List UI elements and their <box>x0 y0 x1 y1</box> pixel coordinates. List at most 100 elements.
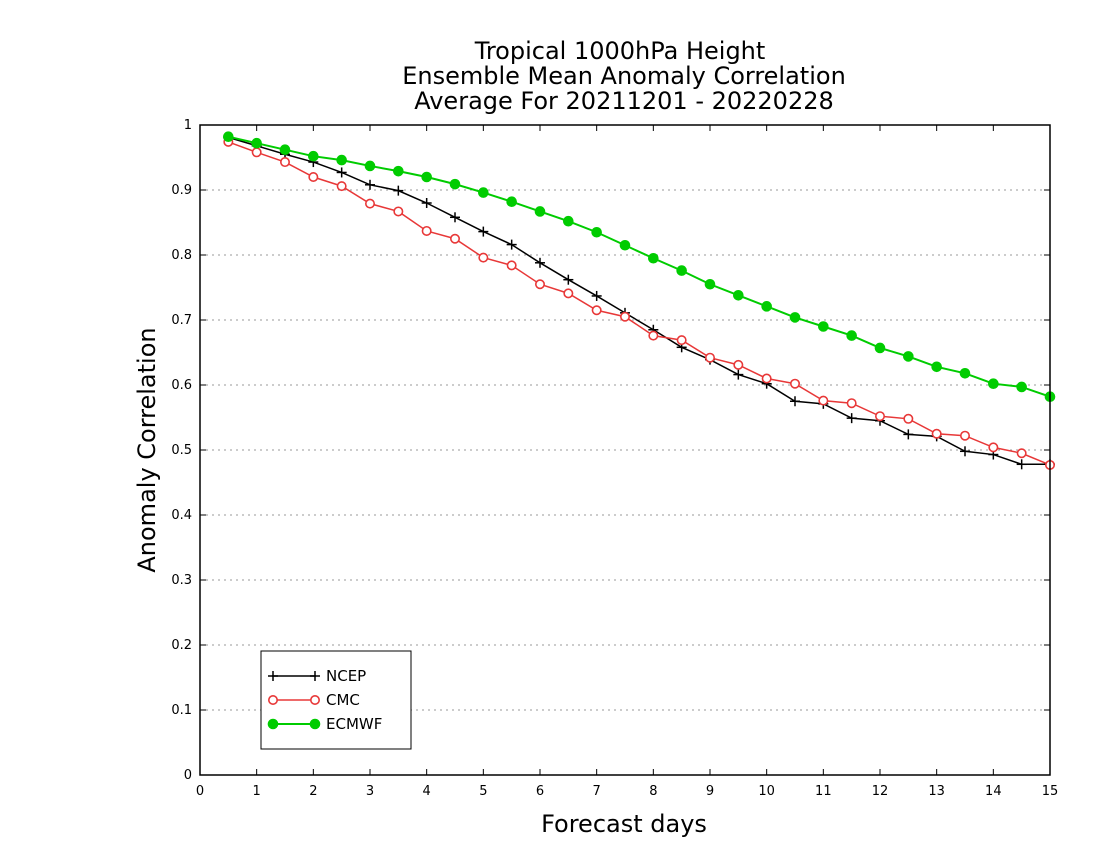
data-point-ecmwf <box>959 368 971 379</box>
legend-marker-start <box>267 694 278 705</box>
x-axis-label: Forecast days <box>541 810 707 838</box>
data-point-cmc <box>336 181 347 192</box>
data-point-cmc <box>534 279 545 290</box>
chart-title-line-3: Average For 20211201 - 20220228 <box>414 87 834 115</box>
data-point-cmc <box>846 398 857 409</box>
data-point-ecmwf <box>251 137 262 149</box>
x-tick-label: 14 <box>985 784 1002 799</box>
data-point-cmc <box>449 233 460 244</box>
series-layer <box>223 131 1056 470</box>
data-point-ecmwf <box>279 144 291 155</box>
y-tick-label: 0.9 <box>171 183 192 198</box>
data-point-cmc <box>704 352 715 363</box>
legend-label: NCEP <box>326 667 366 685</box>
chart-title-line-1: Tropical 1000hPa Height <box>474 37 766 65</box>
data-point-ecmwf <box>874 342 886 354</box>
x-tick-label: 9 <box>706 784 714 799</box>
legend-box <box>260 650 412 750</box>
data-point-ncep <box>421 198 432 208</box>
x-tick-label: 3 <box>366 784 374 799</box>
data-point-ecmwf <box>903 351 914 362</box>
y-tick-label: 0 <box>184 768 192 783</box>
chart-title-line-2: Ensemble Mean Anomaly Correlation <box>402 62 846 90</box>
series-ncep <box>223 132 1055 470</box>
data-point-cmc <box>959 430 970 441</box>
data-point-cmc <box>364 198 375 209</box>
data-point-ncep <box>450 212 460 223</box>
data-point-ncep <box>506 239 517 250</box>
data-point-ncep <box>336 167 347 178</box>
y-tick-label: 0.8 <box>171 248 192 263</box>
series-ecmwf <box>223 131 1056 403</box>
series-line-ncep <box>228 136 1050 466</box>
y-tick-label: 1 <box>184 118 192 133</box>
x-tick-label: 11 <box>815 784 832 799</box>
data-point-ecmwf <box>619 239 631 251</box>
data-point-ecmwf <box>563 215 574 227</box>
data-point-ecmwf <box>733 290 744 301</box>
data-point-cmc <box>308 172 319 183</box>
x-tick-label: 4 <box>423 784 431 799</box>
data-point-ncep <box>393 185 404 196</box>
data-point-ecmwf <box>223 131 234 142</box>
legend-marker-end <box>310 671 320 681</box>
data-point-cmc <box>563 288 574 299</box>
data-point-ecmwf <box>789 312 801 323</box>
data-point-ncep <box>790 396 800 407</box>
data-point-ecmwf <box>1016 381 1027 393</box>
x-tick-label: 12 <box>872 784 889 799</box>
data-point-ecmwf <box>846 330 857 341</box>
data-point-cmc <box>733 359 744 370</box>
data-point-cmc <box>931 428 942 439</box>
x-tick-label: 10 <box>758 784 775 799</box>
x-tick-label: 0 <box>196 784 204 799</box>
x-tick-label: 1 <box>253 784 261 799</box>
series-line-ecmwf <box>228 135 1051 398</box>
data-point-ecmwf <box>704 278 716 290</box>
x-tick-label: 8 <box>649 784 657 799</box>
legend-label: CMC <box>326 691 360 709</box>
data-point-ecmwf <box>591 226 602 238</box>
legend: NCEP CMC ECMWF <box>260 650 412 750</box>
grid-lines <box>200 189 1050 711</box>
data-point-ecmwf <box>648 252 659 264</box>
data-point-cmc <box>988 442 999 453</box>
data-point-cmc <box>506 260 517 271</box>
legend-item-cmc: CMC <box>267 691 360 709</box>
data-point-cmc <box>478 252 489 263</box>
data-point-ecmwf <box>988 378 999 390</box>
data-point-ncep <box>960 446 970 457</box>
y-tick-label: 0.5 <box>171 443 192 458</box>
data-point-ecmwf <box>421 171 432 183</box>
data-point-ncep <box>535 257 545 268</box>
data-point-ncep <box>1016 459 1027 470</box>
series-cmc <box>223 136 1056 470</box>
data-point-ncep <box>903 429 914 440</box>
legend-item-ncep: NCEP <box>268 667 366 685</box>
x-tick-label: 15 <box>1042 784 1059 799</box>
data-point-ecmwf <box>336 154 347 166</box>
x-tick-label: 6 <box>536 784 544 799</box>
y-tick-label: 0.4 <box>171 508 192 523</box>
data-point-cmc <box>789 378 800 389</box>
x-tick-label: 5 <box>479 784 487 799</box>
y-tick-label: 0.1 <box>171 703 192 718</box>
data-point-cmc <box>818 395 829 406</box>
data-point-ncep <box>733 369 744 380</box>
data-point-cmc <box>1016 448 1027 459</box>
axis-ticks: 00.10.20.30.40.50.60.70.80.910 1 2 3 4 5 6 7 8 9 1… <box>171 118 1058 799</box>
data-point-ecmwf <box>506 196 517 207</box>
data-point-cmc <box>591 305 602 316</box>
series-line-cmc <box>228 141 1051 466</box>
data-point-cmc <box>874 411 885 422</box>
data-point-cmc <box>279 157 290 168</box>
y-axis-label: Anomaly Correlation <box>133 327 161 572</box>
data-point-ecmwf <box>393 165 404 177</box>
data-point-ncep <box>591 290 602 301</box>
data-point-ecmwf <box>676 265 687 276</box>
data-point-cmc <box>648 330 659 341</box>
data-point-ncep <box>478 226 489 237</box>
legend-marker-start <box>268 671 278 681</box>
data-point-cmc <box>251 147 262 158</box>
